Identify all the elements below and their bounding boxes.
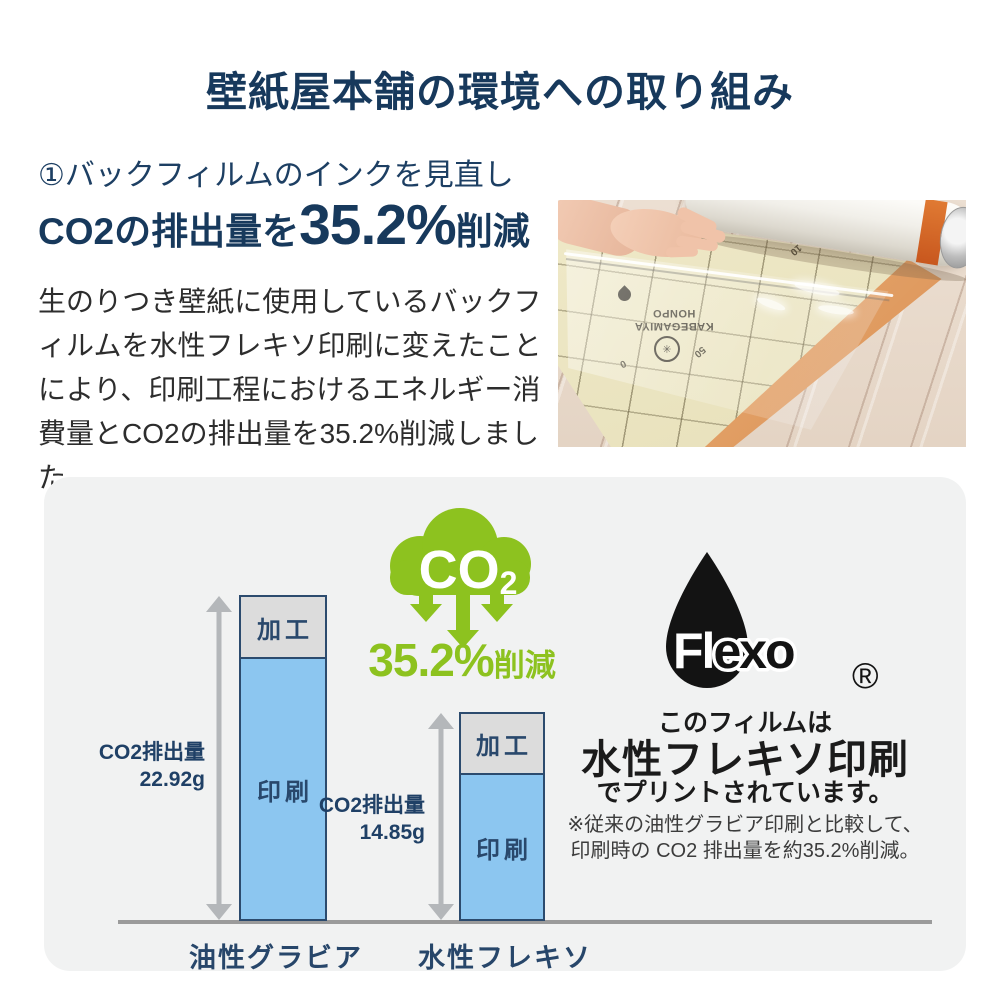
segment-printing: 印刷 xyxy=(241,659,325,919)
intro-body: 生のりつき壁紙に使用しているバックフィルムを水性フレキソ印刷に変えたことにより、… xyxy=(38,286,542,493)
flexo-logo: Flexo ® xyxy=(666,552,879,696)
segment-printing-label: 印刷 xyxy=(257,778,313,806)
measure-label-water: CO2排出量 14.85g xyxy=(318,794,425,844)
segment-printing-label: 印刷 xyxy=(476,836,532,864)
film-statement-line1: このフィルムは xyxy=(657,709,832,737)
registered-mark: ® xyxy=(852,655,879,696)
reduction-percent: 35.2% xyxy=(368,634,494,686)
lead-prefix: CO2の排出量を xyxy=(38,211,300,252)
arrow-up-icon xyxy=(206,596,232,612)
lead-percent: 35.2% xyxy=(299,193,457,257)
comparison-note-line1: ※従来の油性グラビア印刷と比較して、 xyxy=(567,814,923,836)
measure-label-oil: CO2排出量 22.92g xyxy=(98,741,205,791)
arrow-down-icon xyxy=(206,904,232,920)
lead-suffix: 削減 xyxy=(455,211,530,252)
measure-arrow-water xyxy=(428,713,454,920)
arrow-down-icon xyxy=(428,904,454,920)
arrow-up-icon xyxy=(428,713,454,729)
segment-printing: 印刷 xyxy=(461,775,543,919)
segment-processing: 加工 xyxy=(241,597,325,659)
asterisk-logo-icon: ✳ xyxy=(654,336,680,362)
segment-processing-label: 加工 xyxy=(257,616,313,644)
chart-panel: CO2排出量 22.92g 加工 印刷 油性グラビア CO2排出量 14.85g… xyxy=(44,477,966,973)
reduction-label: 35.2%削減 xyxy=(332,633,592,687)
co2-lead-line: CO2の排出量を35.2%削減 xyxy=(38,192,558,258)
comparison-note-line2: 印刷時の CO2 排出量を約35.2%削減。 xyxy=(570,840,920,862)
bar-water-flexo: 加工 印刷 xyxy=(459,712,545,921)
arrow-shaft xyxy=(438,726,444,907)
x-label-water-flexo: 水性フレキソ xyxy=(418,943,592,973)
film-statement-line2: 水性フレキソ印刷 xyxy=(581,738,909,782)
measure-arrow-oil xyxy=(206,596,232,920)
segment-processing: 加工 xyxy=(461,714,543,775)
segment-processing-label: 加工 xyxy=(476,733,532,760)
reduction-suffix: 削減 xyxy=(493,648,556,683)
arrow-shaft xyxy=(216,609,222,907)
x-label-oil-gravure: 油性グラビア xyxy=(189,943,363,973)
co2-cloud-icon: CO2 xyxy=(390,508,531,648)
svg-text:CO2: CO2 xyxy=(419,540,518,601)
droplet-icon xyxy=(666,552,748,688)
svg-text:Flexo: Flexo xyxy=(673,623,794,679)
page-title: 壁紙屋本舗の環境への取り組み xyxy=(206,69,794,115)
axis-baseline xyxy=(118,920,932,924)
finger xyxy=(665,246,699,258)
bar-oil-gravure: 加工 印刷 xyxy=(239,595,327,921)
product-photo: KABEGAMIYA HONPO ✳ 0 10 50 xyxy=(558,200,966,447)
film-statement-line3: でプリントされています。 xyxy=(596,779,894,807)
section-heading: ①バックフィルムのインクを見直し xyxy=(38,159,514,192)
